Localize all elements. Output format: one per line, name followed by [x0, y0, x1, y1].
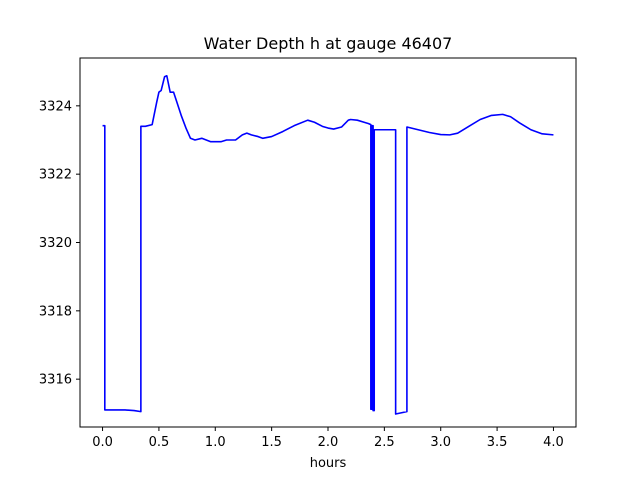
chart-title: Water Depth h at gauge 46407	[204, 34, 453, 53]
x-tick-label: 0.5	[149, 435, 170, 450]
series-line-0	[102, 74, 554, 415]
y-tick-label: 3316	[39, 373, 72, 388]
x-tick-label: 3.5	[487, 435, 508, 450]
x-tick-label: 3.0	[430, 435, 451, 450]
x-tick-label: 2.5	[374, 435, 395, 450]
x-axis-label: hours	[310, 456, 347, 471]
y-axis: 3316 3318 3320 3322 3324	[39, 99, 80, 388]
x-axis: 0.0 0.5 1.0 1.5 2.0 2.5 3.0 3.5 4.0	[92, 427, 564, 450]
x-tick-label: 1.5	[261, 435, 282, 450]
plot-area	[102, 74, 554, 415]
x-tick-label: 1.0	[205, 435, 226, 450]
y-tick-label: 3320	[39, 236, 72, 251]
y-tick-label: 3324	[39, 99, 72, 114]
x-tick-label: 2.0	[318, 435, 339, 450]
y-tick-label: 3318	[39, 304, 72, 319]
y-tick-label: 3322	[39, 168, 72, 183]
x-tick-label: 4.0	[543, 435, 564, 450]
x-tick-label: 0.0	[92, 435, 113, 450]
